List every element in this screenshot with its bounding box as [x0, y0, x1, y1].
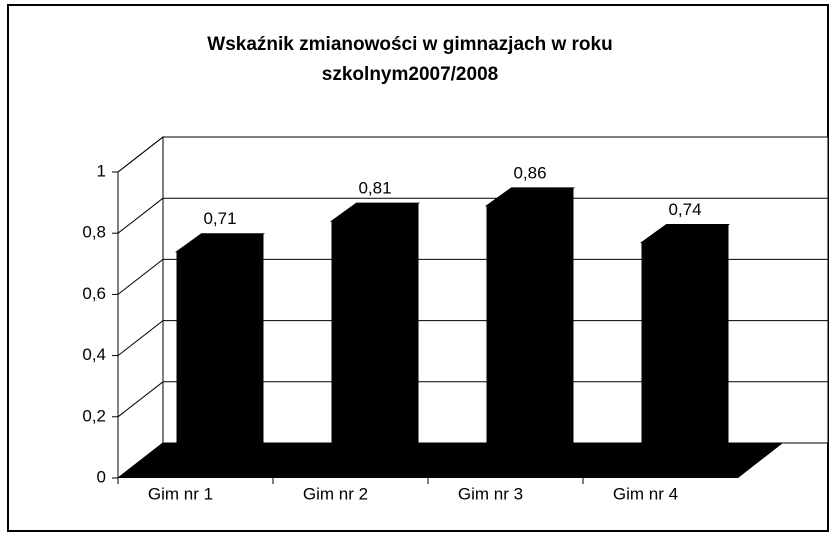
grid-line — [117, 197, 164, 234]
bar — [641, 242, 704, 469]
bar-side — [393, 203, 419, 469]
y-tick-label: 0,2 — [82, 406, 106, 425]
x-tick-label: Gim nr 1 — [148, 484, 213, 503]
grid-line — [117, 136, 164, 173]
y-tick-label: 0,6 — [82, 284, 106, 303]
floor — [118, 443, 783, 478]
value-label: 0,74 — [668, 200, 701, 219]
grid-line — [117, 320, 164, 356]
bar-side — [703, 224, 729, 469]
chart-title: Wskaźnik zmianowości w gimnazjach w roku… — [207, 34, 613, 85]
x-tick-label: Gim nr 4 — [613, 484, 678, 503]
y-tick-label: 0,4 — [82, 345, 106, 364]
bar-side — [548, 187, 574, 469]
side-wall — [117, 135, 164, 480]
grid-line — [117, 259, 164, 295]
x-tick-label: Gim nr 3 — [458, 484, 523, 503]
value-label: 0,71 — [203, 209, 236, 228]
value-label: 0,86 — [513, 163, 546, 182]
bar-side — [238, 233, 264, 469]
y-tick-label: 0 — [97, 467, 106, 486]
y-tick-label: 1 — [97, 161, 106, 180]
bar — [176, 251, 239, 469]
value-label: 0,81 — [358, 179, 391, 198]
x-tick-label: Gim nr 2 — [303, 484, 368, 503]
y-tick-label: 0,8 — [82, 223, 106, 242]
bar — [486, 205, 549, 469]
grid-line — [117, 381, 164, 418]
bar — [331, 221, 394, 469]
